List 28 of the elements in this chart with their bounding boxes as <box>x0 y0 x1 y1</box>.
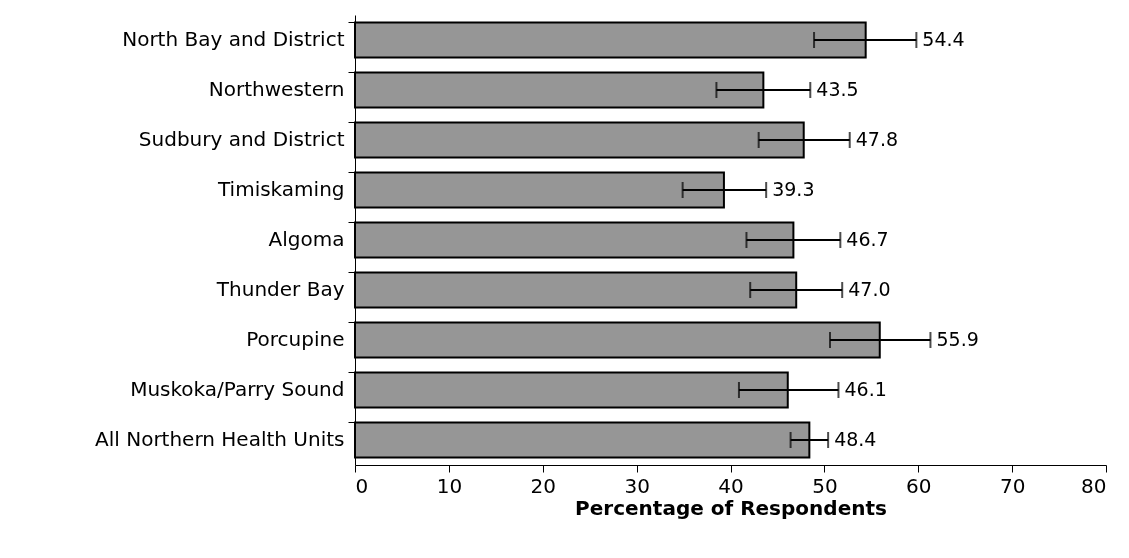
data-label: 43.5 <box>816 78 859 100</box>
y-tick-label: Thunder Bay <box>215 277 345 301</box>
x-tick-label: 20 <box>530 473 556 498</box>
y-tick-label: Northwestern <box>208 77 345 101</box>
data-label: 46.1 <box>844 378 887 400</box>
data-label: 47.8 <box>855 128 899 150</box>
x-tick-label: 80 <box>1081 473 1107 498</box>
x-tick-label: 40 <box>718 473 744 498</box>
data-label: 46.7 <box>846 228 889 250</box>
x-tick-label: 30 <box>624 473 650 498</box>
y-tick-label: North Bay and District <box>122 27 345 51</box>
x-tick-label: 50 <box>812 473 838 498</box>
x-tick-label: 0 <box>355 473 369 498</box>
x-tick-label: 60 <box>906 473 932 498</box>
y-tick-label: Timiskaming <box>216 177 345 201</box>
data-label: 39.3 <box>772 178 815 200</box>
y-tick-label: Porcupine <box>246 327 345 351</box>
y-tick-label: Algoma <box>268 227 345 251</box>
data-label: 55.9 <box>936 328 979 350</box>
y-tick-label: Muskoka/Parry Sound <box>130 377 345 401</box>
data-label: 54.4 <box>922 28 965 50</box>
data-label: 47.0 <box>848 278 891 300</box>
y-tick-label: Sudbury and District <box>138 127 345 151</box>
data-label: 48.4 <box>834 428 877 450</box>
x-tick-label: 10 <box>436 473 463 498</box>
x-tick-label: 70 <box>999 473 1026 498</box>
x-axis-title: Percentage of Respondents <box>575 495 887 520</box>
y-tick-label: All Northern Health Units <box>95 427 345 451</box>
